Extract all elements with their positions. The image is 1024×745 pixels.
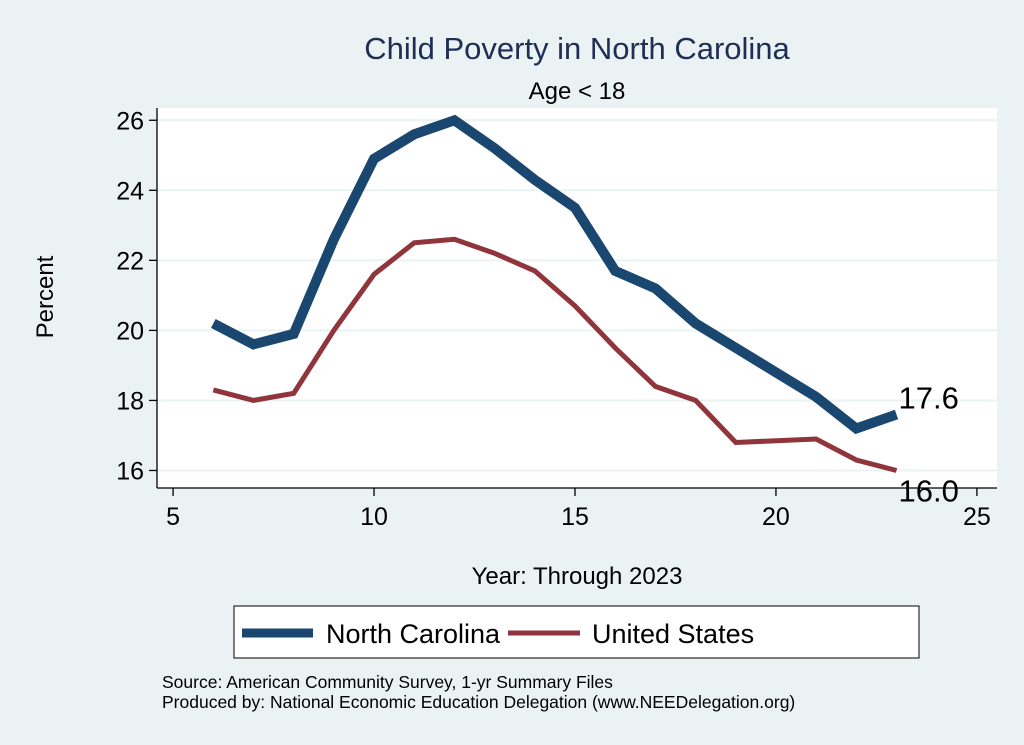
y-tick-label-20: 20 xyxy=(116,317,144,345)
chart-title: Child Poverty in North Carolina xyxy=(364,31,790,66)
plot-area xyxy=(157,108,997,488)
end-label-united-states: 16.0 xyxy=(899,473,959,508)
source-note: Source: American Community Survey, 1-yr … xyxy=(162,672,613,692)
x-tick-label-10: 10 xyxy=(360,503,388,531)
x-axis-title: Year: Through 2023 xyxy=(472,563,683,590)
y-tick-label-18: 18 xyxy=(116,387,144,415)
x-axis-ticks: 5 10 15 20 25 xyxy=(166,488,991,531)
y-axis-title: Percent xyxy=(32,255,59,338)
y-tick-label-24: 24 xyxy=(116,177,144,205)
legend-label-north-carolina: North Carolina xyxy=(326,619,501,649)
y-tick-label-26: 26 xyxy=(116,107,144,135)
legend: North Carolina United States xyxy=(233,605,920,659)
x-tick-label-15: 15 xyxy=(561,503,589,531)
y-tick-label-16: 16 xyxy=(116,457,144,485)
chart-subtitle: Age < 18 xyxy=(529,78,626,105)
x-tick-label-20: 20 xyxy=(762,503,790,531)
legend-label-united-states: United States xyxy=(592,619,754,649)
x-tick-label-5: 5 xyxy=(166,503,180,531)
producer-note: Produced by: National Economic Education… xyxy=(162,692,795,712)
y-axis-ticks: 16 18 20 22 24 26 xyxy=(116,107,157,485)
series-layer: 17.6 16.0 xyxy=(210,114,959,508)
y-tick-label-22: 22 xyxy=(116,247,144,275)
end-label-north-carolina: 17.6 xyxy=(899,380,959,415)
x-tick-label-25: 25 xyxy=(963,503,991,531)
